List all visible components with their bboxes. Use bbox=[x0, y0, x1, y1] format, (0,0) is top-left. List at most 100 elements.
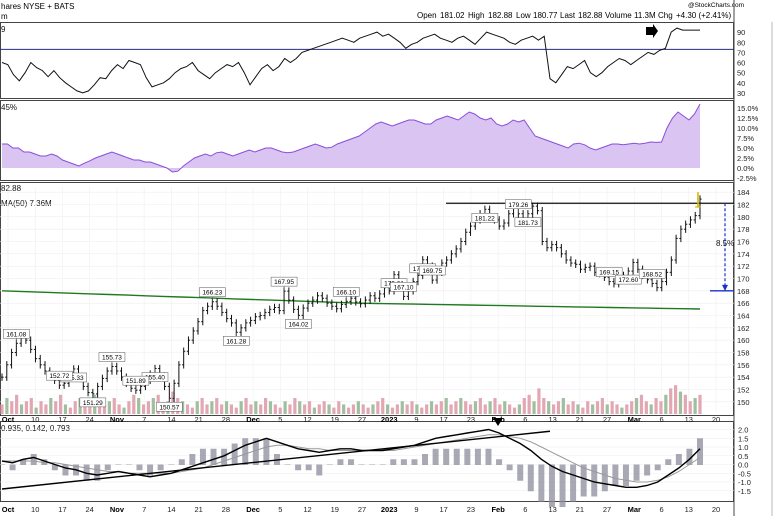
low-value: 180.77 bbox=[533, 11, 558, 20]
volume-bar bbox=[561, 398, 565, 414]
price-label: 161.08 bbox=[6, 331, 26, 338]
percent-tick-label: 5.0% bbox=[737, 144, 754, 153]
volume-bar bbox=[361, 404, 365, 414]
x-tick-label: 6 bbox=[659, 415, 663, 424]
volume-bar bbox=[54, 401, 58, 414]
macd-x-tick-label: 17 bbox=[58, 505, 66, 514]
price-label: 169.75 bbox=[422, 268, 442, 275]
volume-bar bbox=[307, 401, 312, 414]
volume-bar bbox=[151, 398, 155, 414]
price-label-box bbox=[199, 287, 226, 297]
rsi-tick-label: 80 bbox=[737, 38, 745, 47]
volume-bar bbox=[444, 398, 448, 414]
high-label: High bbox=[468, 11, 484, 20]
macd-histogram-bar bbox=[348, 459, 354, 465]
volume-bar bbox=[298, 401, 302, 414]
volume-bar bbox=[83, 404, 87, 414]
macd-histogram-bar bbox=[485, 448, 492, 465]
macd-histogram-bar bbox=[453, 448, 460, 465]
volume-bar bbox=[386, 404, 390, 414]
macd-x-tick-label: Feb bbox=[491, 505, 505, 514]
volume-bar bbox=[346, 407, 351, 414]
chg-label: Chg bbox=[658, 11, 673, 20]
macd-histogram-bar bbox=[189, 454, 196, 465]
volume-bar bbox=[185, 404, 190, 414]
macd-histogram-bar bbox=[644, 464, 651, 476]
price-label-box bbox=[270, 276, 298, 287]
macd-panel bbox=[0, 428, 703, 507]
macd-tick-label: -0.5 bbox=[738, 469, 751, 478]
volume-bar bbox=[5, 398, 9, 414]
macd-histogram-bar bbox=[210, 448, 217, 465]
percent-tick-label: -2.5% bbox=[737, 174, 757, 183]
price-label-box bbox=[285, 319, 312, 329]
volume-bar bbox=[571, 401, 575, 414]
volume-bar bbox=[420, 407, 424, 414]
price-tick-label: 164 bbox=[737, 312, 750, 321]
x-tick-label: Mar bbox=[628, 415, 641, 424]
price-label: 151.89 bbox=[126, 378, 146, 385]
macd-histogram-bar bbox=[538, 464, 545, 502]
volume-bar bbox=[356, 401, 360, 414]
macd-x-tick-label: 9 bbox=[414, 505, 418, 514]
macd-x-tick-label: 14 bbox=[167, 505, 175, 514]
macd-tick-label: 0.0 bbox=[738, 461, 748, 470]
price-label: 151.29 bbox=[83, 400, 103, 407]
macd-histogram-bar bbox=[94, 464, 101, 481]
volume-bar bbox=[146, 401, 151, 414]
volume-bar bbox=[210, 401, 214, 414]
volume-bar bbox=[390, 407, 395, 414]
volume-bar bbox=[669, 388, 673, 414]
percent-tick-label: 12.5% bbox=[737, 114, 759, 123]
volume-label: Volume bbox=[605, 11, 632, 20]
macd-histogram-bar bbox=[369, 464, 376, 465]
volume-bar bbox=[366, 407, 370, 414]
volume-bar bbox=[630, 401, 634, 414]
price-tick-label: 178 bbox=[737, 225, 750, 234]
volume-bar bbox=[620, 407, 624, 414]
price-label-box bbox=[595, 267, 623, 277]
volume-bar bbox=[468, 404, 473, 414]
price-label: 169.15 bbox=[599, 270, 619, 277]
volume-bar bbox=[58, 394, 63, 414]
price-label-box bbox=[505, 199, 532, 209]
macd-histogram-bar bbox=[686, 448, 693, 465]
x-tick-label: 19 bbox=[331, 415, 339, 424]
macd-histogram-bar bbox=[199, 448, 206, 465]
x-tick-label: 17 bbox=[440, 415, 448, 424]
volume-bar bbox=[293, 398, 297, 414]
price-tick-label: 184 bbox=[737, 188, 750, 197]
volume-bar bbox=[259, 404, 263, 414]
volume-bar bbox=[581, 407, 585, 414]
price-label-box bbox=[79, 397, 107, 408]
volume-bar bbox=[254, 401, 258, 414]
x-tick-label: 5 bbox=[278, 415, 282, 424]
macd-histogram-bar bbox=[0, 464, 5, 465]
macd-x-tick-label: 17 bbox=[440, 505, 448, 514]
rsi-label: 9 bbox=[1, 25, 6, 34]
price-label: 179.26 bbox=[508, 202, 528, 209]
macd-histogram-bar bbox=[474, 448, 481, 465]
price-tick-label: 174 bbox=[737, 250, 750, 259]
volume-bar bbox=[551, 404, 556, 414]
volume-bar bbox=[503, 401, 507, 414]
volume-bar bbox=[664, 394, 668, 414]
macd-histogram-bar bbox=[601, 464, 608, 492]
macd-histogram-bar bbox=[422, 454, 429, 465]
rsi-panel bbox=[0, 27, 734, 94]
volume-bar bbox=[19, 404, 24, 414]
row2-label: m bbox=[1, 12, 8, 21]
x-tick-label: 23 bbox=[467, 415, 475, 424]
volume-bar bbox=[337, 401, 341, 414]
volume-bar bbox=[200, 398, 204, 414]
macd-x-tick-label: Dec bbox=[246, 505, 260, 514]
price-label: 167.95 bbox=[274, 279, 294, 286]
percent-tick-label: 2.5% bbox=[737, 154, 754, 163]
volume-bar bbox=[112, 398, 116, 414]
macd-histogram-bar bbox=[104, 464, 111, 471]
macd-histogram-bar bbox=[295, 464, 302, 471]
volume-bar bbox=[327, 404, 331, 414]
macd-tick-label: -1.5 bbox=[738, 487, 751, 496]
